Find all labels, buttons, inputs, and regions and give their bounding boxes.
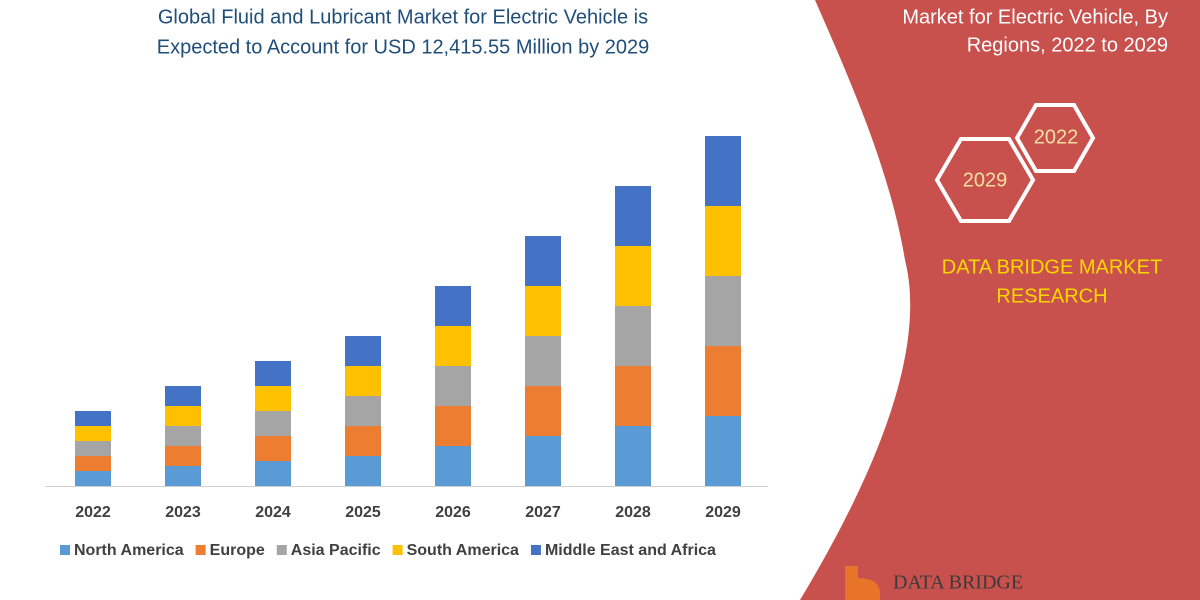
bar-segment (75, 456, 111, 471)
legend-label: Europe (210, 542, 265, 559)
legend-swatch (530, 545, 541, 555)
bar-segment (615, 366, 651, 426)
bar-segment (525, 236, 561, 286)
brand-text: RESEARCH (996, 285, 1107, 307)
bar-segment (165, 386, 201, 406)
bar-segment (345, 366, 381, 396)
bar-segment (615, 426, 651, 486)
bar-segment (345, 426, 381, 456)
legend-label: Middle East and Africa (545, 542, 716, 559)
logo-icon (845, 566, 880, 600)
bar-segment (615, 186, 651, 246)
legend-label: South America (407, 542, 519, 559)
chart-title: Expected to Account for USD 12,415.55 Mi… (157, 36, 650, 58)
bar-segment (615, 246, 651, 306)
bar-segment (165, 426, 201, 446)
bar-segment (75, 426, 111, 441)
bar-segment (255, 461, 291, 486)
bar-segment (75, 411, 111, 426)
hexagon (1014, 103, 1096, 173)
bar-segment (345, 336, 381, 366)
legend-label: Asia Pacific (291, 542, 381, 559)
bar-segment (75, 441, 111, 456)
bar-segment (705, 136, 741, 206)
x-tick-label: 2029 (705, 504, 741, 521)
side-panel (800, 0, 1200, 600)
bar-segment (705, 276, 741, 346)
bar-segment (255, 436, 291, 461)
bar-segment (345, 396, 381, 426)
bar-segment (525, 386, 561, 436)
chart-title: Global Fluid and Lubricant Market for El… (158, 6, 648, 28)
bar-segment (255, 361, 291, 386)
bar-segment (615, 306, 651, 366)
bar-segment (705, 206, 741, 276)
x-tick-label: 2025 (345, 504, 381, 521)
bar-segment (75, 471, 111, 486)
legend-swatch (392, 545, 403, 555)
bar-segment (255, 411, 291, 436)
x-tick-label: 2028 (615, 504, 651, 521)
logo-text: DATA BRIDGE (893, 572, 1023, 594)
bar-segment (435, 366, 471, 406)
bar-segment (165, 406, 201, 426)
panel-heading: Regions, 2022 to 2029 (967, 34, 1168, 56)
legend-label: North America (74, 542, 184, 559)
bar-segment (165, 466, 201, 486)
bar-segment (525, 286, 561, 336)
legend-swatch (276, 545, 287, 555)
bar-segment (255, 386, 291, 411)
bar-segment (525, 336, 561, 386)
legend-swatch (60, 545, 70, 555)
x-tick-label: 2026 (435, 504, 471, 521)
bar-segment (165, 446, 201, 466)
x-tick-label: 2022 (75, 504, 111, 521)
bar-segment (705, 346, 741, 416)
plot: 2022 2023 2024 2025 2026 2027 2028 2029 North Am… (60, 136, 741, 559)
bar-segment (435, 446, 471, 486)
x-tick-label: 2027 (525, 504, 561, 521)
panel-heading: Market for Electric Vehicle, By (902, 6, 1168, 28)
x-tick-label: 2024 (255, 504, 291, 521)
hexagon (934, 137, 1036, 223)
bar-segment (435, 326, 471, 366)
hexagon-label: 2029 (963, 169, 1008, 191)
bar-segment (435, 406, 471, 446)
bar-segment (435, 286, 471, 326)
bar-segment (525, 436, 561, 486)
hexagon-label: 2022 (1034, 126, 1079, 148)
legend-swatch (195, 545, 206, 555)
bar-segment (705, 416, 741, 486)
bar-segment (345, 456, 381, 486)
brand-text: DATA BRIDGE MARKET (942, 256, 1162, 278)
x-tick-label: 2023 (165, 504, 201, 521)
